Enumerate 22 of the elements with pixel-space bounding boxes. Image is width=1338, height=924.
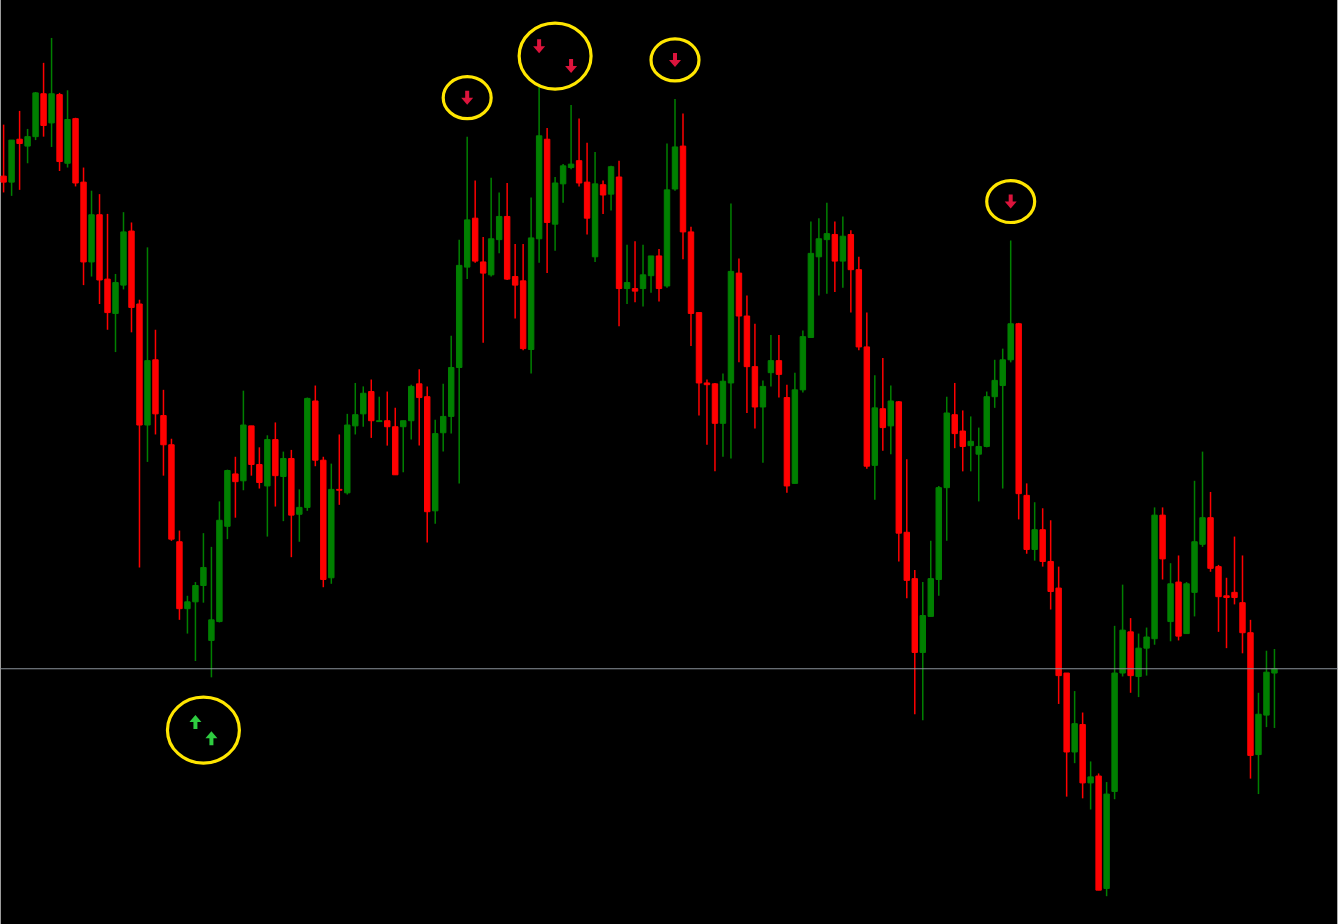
candlestick — [631, 240, 639, 303]
candlestick — [376, 395, 383, 423]
candlestick — [759, 379, 767, 464]
candlestick — [559, 163, 567, 204]
candlestick — [232, 455, 239, 519]
candlestick — [567, 104, 575, 170]
candlestick — [1031, 501, 1038, 562]
candlestick — [879, 357, 887, 452]
candlestick — [639, 243, 647, 308]
candlestick — [647, 255, 655, 294]
candlestick — [767, 334, 775, 388]
candlestick — [703, 378, 711, 446]
candlestick — [16, 110, 23, 191]
candlestick — [623, 243, 631, 305]
candlestick — [967, 415, 974, 473]
candlestick — [0, 123, 7, 194]
candlestick — [599, 179, 607, 215]
candlestick — [280, 450, 287, 522]
candlestick — [1087, 760, 1094, 811]
candlestick — [336, 433, 343, 506]
candlestick — [575, 117, 583, 188]
candlestick — [775, 334, 783, 399]
